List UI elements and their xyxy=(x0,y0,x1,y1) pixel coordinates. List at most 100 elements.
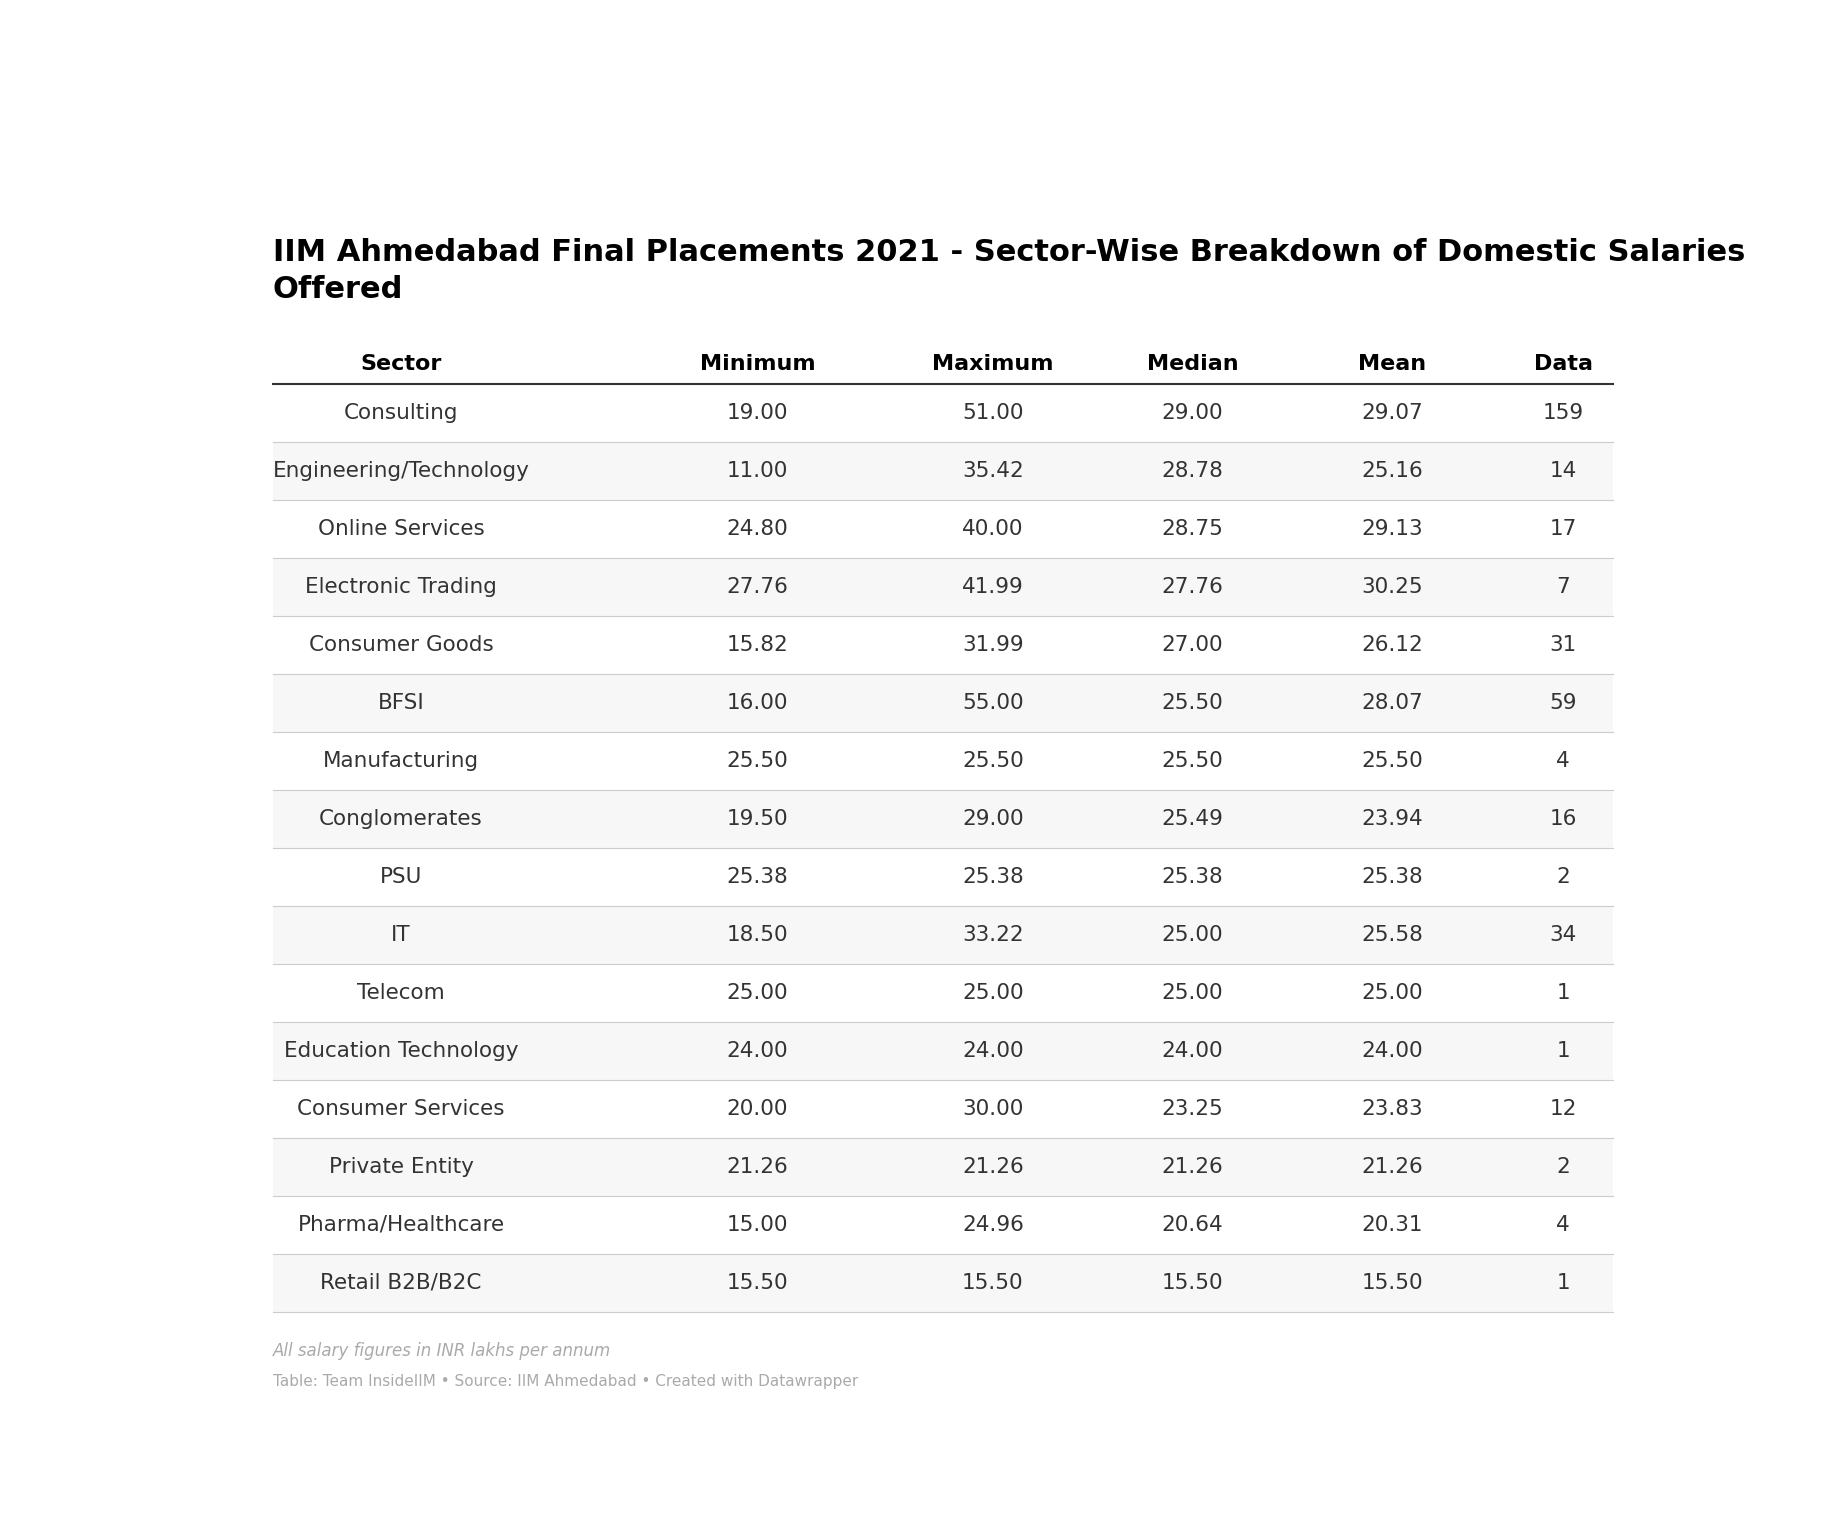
Bar xyxy=(272,732,1613,789)
Text: Sector: Sector xyxy=(360,354,441,374)
Text: 23.94: 23.94 xyxy=(1361,809,1422,829)
Text: 18.50: 18.50 xyxy=(726,924,787,944)
Text: All salary figures in INR lakhs per annum: All salary figures in INR lakhs per annu… xyxy=(272,1341,611,1360)
Text: 31: 31 xyxy=(1548,635,1576,655)
Text: 25.00: 25.00 xyxy=(1361,983,1422,1003)
Text: 25.38: 25.38 xyxy=(726,867,789,887)
Text: 25.50: 25.50 xyxy=(1160,751,1223,771)
Text: 30.25: 30.25 xyxy=(1361,577,1422,597)
Bar xyxy=(272,1197,1613,1253)
Text: Consulting: Consulting xyxy=(344,403,458,423)
Text: 16: 16 xyxy=(1548,809,1576,829)
Text: 25.49: 25.49 xyxy=(1160,809,1223,829)
Text: 28.75: 28.75 xyxy=(1160,518,1223,538)
Text: 15.82: 15.82 xyxy=(726,635,789,655)
Text: 27.00: 27.00 xyxy=(1160,635,1223,655)
Text: 27.76: 27.76 xyxy=(726,577,789,597)
Text: Private Entity: Private Entity xyxy=(329,1157,473,1177)
Text: 15.50: 15.50 xyxy=(1160,1273,1223,1293)
Text: 11.00: 11.00 xyxy=(726,460,787,480)
Bar xyxy=(272,615,1613,674)
Bar xyxy=(272,847,1613,906)
Text: 27.76: 27.76 xyxy=(1160,577,1223,597)
Text: 25.00: 25.00 xyxy=(1160,983,1223,1003)
Text: 21.26: 21.26 xyxy=(726,1157,789,1177)
Text: Table: Team InsideIIM • Source: IIM Ahmedabad • Created with Datawrapper: Table: Team InsideIIM • Source: IIM Ahme… xyxy=(272,1373,857,1389)
Text: Retail B2B/B2C: Retail B2B/B2C xyxy=(320,1273,482,1293)
Text: 25.00: 25.00 xyxy=(962,983,1022,1003)
Text: 25.38: 25.38 xyxy=(1160,867,1223,887)
Text: Consumer Goods: Consumer Goods xyxy=(309,635,493,655)
Text: 28.78: 28.78 xyxy=(1160,460,1223,480)
Text: 21.26: 21.26 xyxy=(962,1157,1022,1177)
Text: Data: Data xyxy=(1534,354,1593,374)
Text: 17: 17 xyxy=(1548,518,1576,538)
Bar xyxy=(272,674,1613,732)
Text: 29.00: 29.00 xyxy=(1160,403,1223,423)
Text: 31.99: 31.99 xyxy=(962,635,1022,655)
Text: Median: Median xyxy=(1146,354,1238,374)
Text: BFSI: BFSI xyxy=(377,692,425,712)
Text: 19.00: 19.00 xyxy=(726,403,787,423)
Text: 16.00: 16.00 xyxy=(726,692,787,712)
Text: Telecom: Telecom xyxy=(357,983,445,1003)
Text: 25.50: 25.50 xyxy=(1160,692,1223,712)
Text: 24.96: 24.96 xyxy=(962,1215,1022,1235)
Text: 1: 1 xyxy=(1556,983,1569,1003)
Text: 28.07: 28.07 xyxy=(1361,692,1422,712)
Text: 1: 1 xyxy=(1556,1041,1569,1061)
Text: 2: 2 xyxy=(1556,867,1569,887)
Text: 25.38: 25.38 xyxy=(962,867,1022,887)
Text: Pharma/Healthcare: Pharma/Healthcare xyxy=(298,1215,504,1235)
Bar xyxy=(272,906,1613,964)
Text: 21.26: 21.26 xyxy=(1160,1157,1223,1177)
Text: 4: 4 xyxy=(1556,751,1569,771)
Text: 35.42: 35.42 xyxy=(962,460,1022,480)
Text: 19.50: 19.50 xyxy=(726,809,787,829)
Text: Maximum: Maximum xyxy=(932,354,1054,374)
Text: 34: 34 xyxy=(1548,924,1576,944)
Text: 25.00: 25.00 xyxy=(726,983,787,1003)
Text: 33.22: 33.22 xyxy=(962,924,1022,944)
Text: 26.12: 26.12 xyxy=(1361,635,1422,655)
Text: 20.31: 20.31 xyxy=(1361,1215,1422,1235)
Text: Conglomerates: Conglomerates xyxy=(320,809,482,829)
Text: 12: 12 xyxy=(1548,1098,1576,1118)
Text: 24.00: 24.00 xyxy=(1160,1041,1223,1061)
Text: 30.00: 30.00 xyxy=(962,1098,1022,1118)
Text: Consumer Services: Consumer Services xyxy=(298,1098,504,1118)
Text: 40.00: 40.00 xyxy=(962,518,1022,538)
Text: 15.00: 15.00 xyxy=(726,1215,787,1235)
Text: 24.00: 24.00 xyxy=(726,1041,787,1061)
Text: 24.00: 24.00 xyxy=(1361,1041,1422,1061)
Text: 15.50: 15.50 xyxy=(726,1273,787,1293)
Text: 25.16: 25.16 xyxy=(1361,460,1422,480)
Text: 25.58: 25.58 xyxy=(1361,924,1422,944)
Text: 7: 7 xyxy=(1556,577,1569,597)
Bar xyxy=(272,441,1613,500)
Text: Education Technology: Education Technology xyxy=(283,1041,519,1061)
Bar xyxy=(272,1138,1613,1197)
Bar xyxy=(272,383,1613,441)
Text: Manufacturing: Manufacturing xyxy=(324,751,478,771)
Text: 1: 1 xyxy=(1556,1273,1569,1293)
Text: 20.00: 20.00 xyxy=(726,1098,787,1118)
Bar xyxy=(272,964,1613,1021)
Text: 25.50: 25.50 xyxy=(726,751,789,771)
Text: 21.26: 21.26 xyxy=(1361,1157,1422,1177)
Text: 2: 2 xyxy=(1556,1157,1569,1177)
Text: IIM Ahmedabad Final Placements 2021 - Sector-Wise Breakdown of Domestic Salaries: IIM Ahmedabad Final Placements 2021 - Se… xyxy=(272,238,1743,305)
Text: 29.07: 29.07 xyxy=(1361,403,1422,423)
Text: PSU: PSU xyxy=(379,867,423,887)
Text: 29.13: 29.13 xyxy=(1361,518,1422,538)
Text: Electronic Trading: Electronic Trading xyxy=(305,577,497,597)
Text: 29.00: 29.00 xyxy=(962,809,1022,829)
Text: 15.50: 15.50 xyxy=(1361,1273,1422,1293)
Text: Engineering/Technology: Engineering/Technology xyxy=(272,460,530,480)
Text: 25.50: 25.50 xyxy=(1361,751,1422,771)
Text: Minimum: Minimum xyxy=(699,354,815,374)
Text: 14: 14 xyxy=(1548,460,1576,480)
Bar xyxy=(272,1080,1613,1138)
Text: 41.99: 41.99 xyxy=(962,577,1022,597)
Text: 23.25: 23.25 xyxy=(1160,1098,1223,1118)
